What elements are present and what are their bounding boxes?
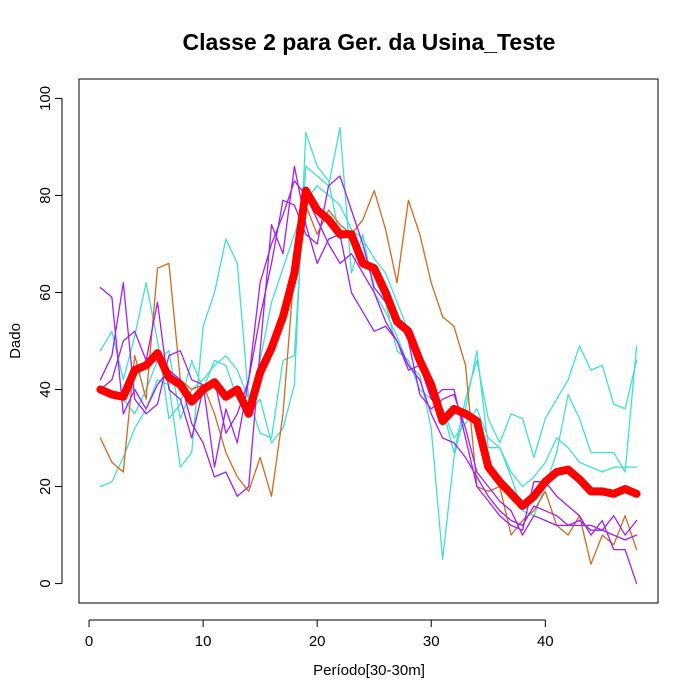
x-axis: 0 10 20 30 40 [85, 619, 554, 650]
y-tick-label: 20 [37, 478, 54, 495]
series-line-8 [96, 186, 641, 510]
x-tick-label: 0 [85, 633, 93, 650]
series-line-5 [99, 165, 638, 585]
x-axis-label: Período[30-30m] [313, 662, 425, 679]
y-tick-label: 40 [37, 381, 54, 398]
series-line-7 [99, 180, 638, 541]
series-line-3 [99, 185, 638, 488]
x-tick-label: 20 [309, 633, 326, 650]
x-tick-label: 40 [537, 633, 554, 650]
series-line-2 [99, 126, 638, 560]
series-line-4 [99, 189, 638, 565]
y-tick-label: 60 [37, 284, 54, 301]
x-tick-label: 30 [423, 633, 440, 650]
series-layer [96, 126, 641, 585]
y-axis: 0 20 40 60 80 100 [37, 86, 63, 588]
series-line-6 [99, 175, 638, 536]
y-axis-label: Dado [7, 323, 24, 359]
plot-frame [78, 78, 659, 604]
x-tick-label: 10 [195, 633, 212, 650]
series-line-1 [99, 131, 638, 459]
y-tick-label: 0 [37, 579, 54, 587]
y-tick-label: 80 [37, 187, 54, 204]
y-tick-label: 100 [37, 86, 54, 111]
chart-title: Classe 2 para Ger. da Usina_Teste [183, 29, 556, 55]
